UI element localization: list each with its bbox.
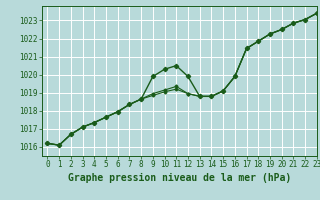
X-axis label: Graphe pression niveau de la mer (hPa): Graphe pression niveau de la mer (hPa) xyxy=(68,173,291,183)
